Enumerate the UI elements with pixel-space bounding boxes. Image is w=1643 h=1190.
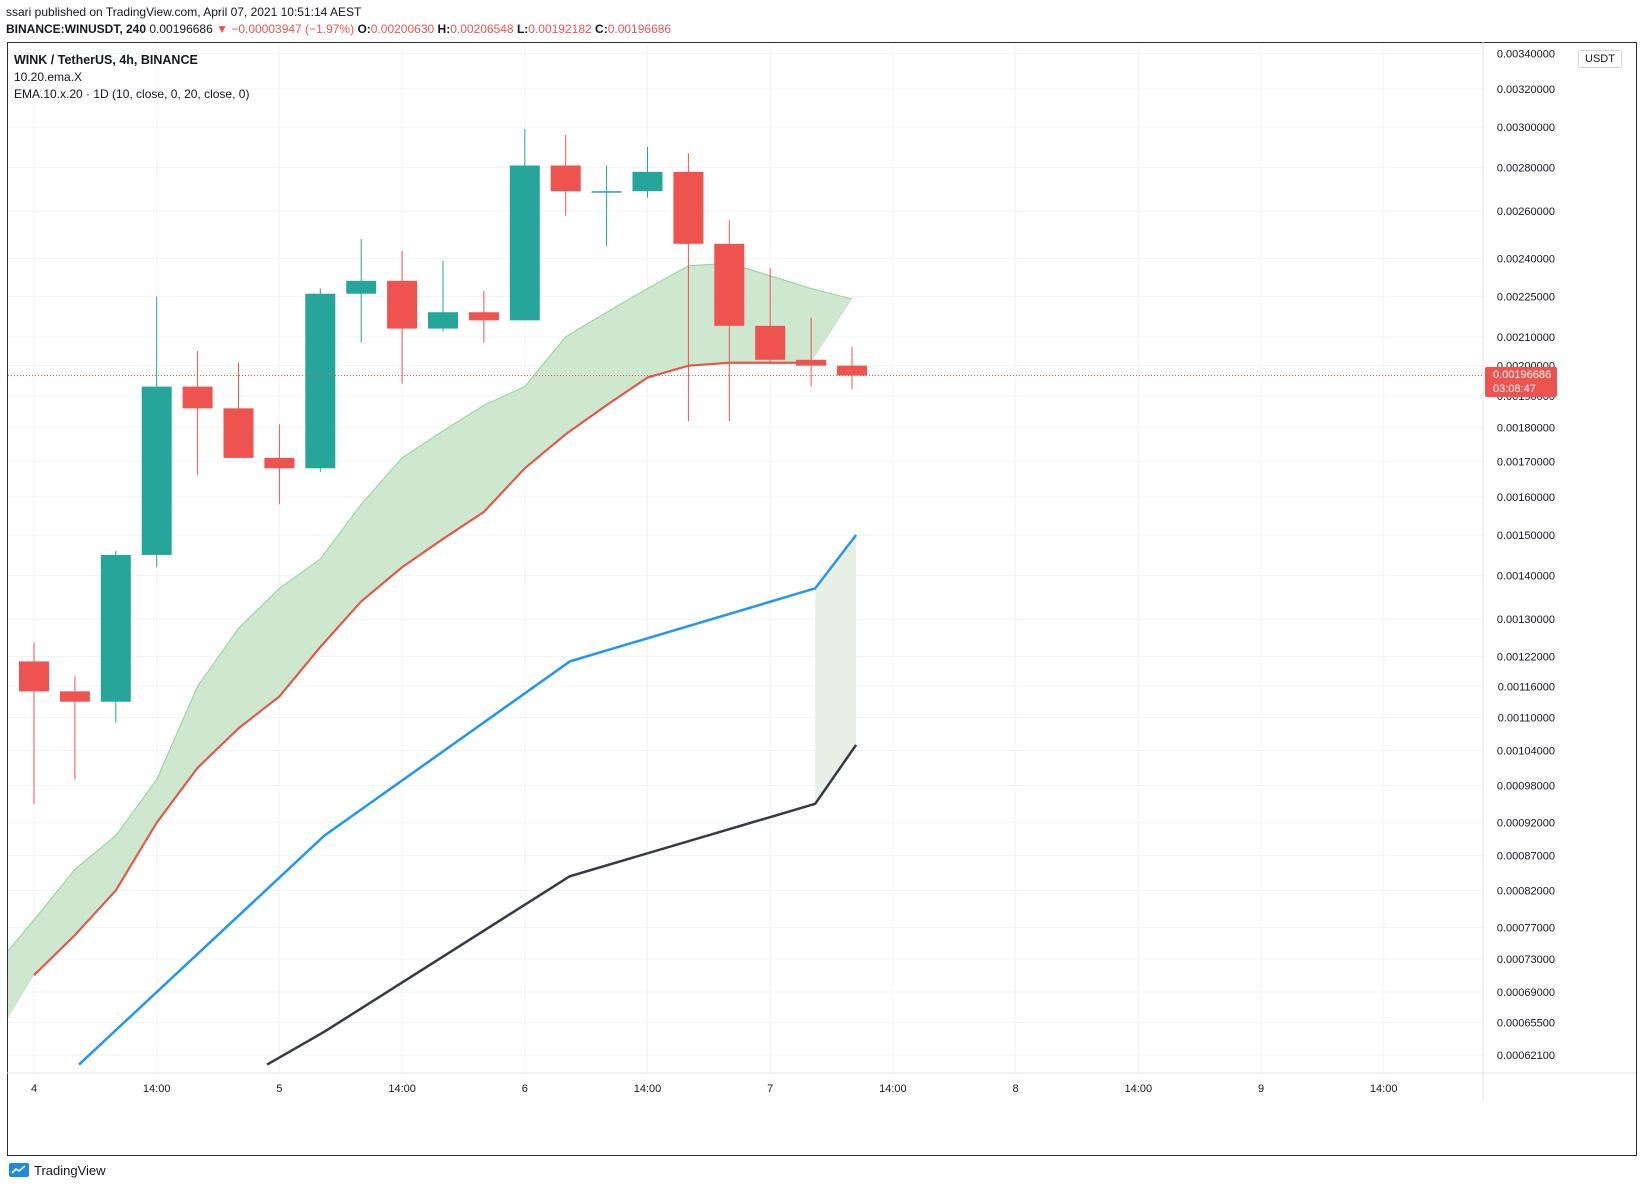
candle-body [468,312,499,321]
high-label: H: [437,22,451,36]
candle-body [100,554,131,702]
candle-body [223,408,254,458]
currency-badge[interactable]: USDT [1578,50,1622,68]
candle-body [264,457,295,469]
candle-body [591,191,622,193]
legend-indicator-2[interactable]: EMA.10.x.20 · 1D (10, close, 0, 20, clos… [14,87,250,101]
price-tick-label: 0.00150000 [1497,530,1555,542]
open-label: O: [357,22,371,36]
daily-ema-10-line [78,534,858,1066]
countdown-value: 03:08:47 [1493,383,1536,396]
low-label: L: [516,22,529,36]
footer-brand[interactable]: TradingView [34,1162,106,1178]
open-value: 0.00200630 [370,22,435,36]
price-tick-label: 0.00240000 [1497,253,1555,265]
price-tick-label: 0.00098000 [1497,781,1555,793]
ema-band-fill [8,263,852,1019]
price-tick-label: 0.00280000 [1497,163,1555,175]
price-tick-label: 0.00077000 [1497,922,1555,934]
price-tick-label: 0.00065500 [1497,1018,1555,1030]
close-label: C: [595,22,608,36]
price-tick-label: 0.00092000 [1497,818,1555,830]
low-value: 0.00192182 [528,22,592,36]
footer: TradingView [8,1162,106,1178]
last-price-tag-value: 0.00196686 [1493,369,1552,382]
price-tick-label: 0.00110000 [1498,713,1555,725]
candle-body [632,171,663,192]
price-tick-label: 0.00130000 [1497,614,1555,626]
candle-body [755,325,786,360]
price-tick-label: 0.00300000 [1497,122,1555,134]
price-tick-label: 0.00170000 [1497,456,1555,468]
price-tick-label: 0.00116000 [1498,681,1555,693]
publish-line: ssari published on TradingView.com, Apri… [6,5,362,19]
ema-band [7,262,853,1019]
legend-title: WINK / TetherUS, 4h, BINANCE [14,53,198,67]
time-tick-label: 6 [522,1083,528,1095]
price-tick-label: 0.00069000 [1497,987,1555,999]
daily-gap-fill [815,534,857,804]
candle-body [428,312,458,329]
time-tick-label: 4 [31,1083,37,1095]
candle-body [550,165,581,192]
candle-body [305,293,336,469]
time-tick-label: 5 [276,1083,282,1095]
candle-body [59,691,90,702]
symbol-label: BINANCE:WINUSDT, 240 [6,22,147,36]
indicator-lines [33,361,858,1066]
time-tick-label: 14:00 [1370,1083,1398,1095]
price-change: ▼ −0.00003947 (−1.97%) [216,22,355,36]
axes: 0.00340000 0.00320000 0.00300000 0.00280000… [7,42,1636,1100]
price-tick-label: 0.00087000 [1497,851,1555,863]
close-value: 0.00196686 [607,22,672,36]
ohlc-line: BINANCE:WINUSDT, 240 0.00196686 ▼ −0.000… [6,21,671,38]
daily-ema-20-line [266,744,858,1066]
price-tick-label: 0.00320000 [1497,84,1555,96]
time-tick-label: 14:00 [1125,1083,1153,1095]
candle-body [714,243,745,326]
time-tick-label: 7 [767,1083,773,1095]
ema-slow-line [7,262,853,952]
price-tick-label: 0.00104000 [1497,746,1555,758]
chart-frame[interactable] [7,42,1637,1156]
time-tick-label: 14:00 [388,1083,416,1095]
price-tick-label: 0.00073000 [1497,954,1555,966]
price-tick-label: 0.00122000 [1497,652,1555,664]
price-tick-label: 0.00225000 [1497,291,1555,303]
last-price: 0.00196686 [149,22,213,36]
last-price-tag: 0.00196686 03:08:47 [1485,367,1558,398]
price-tick-label: 0.00140000 [1497,571,1555,583]
candle-body [837,365,867,376]
price-tick-label: 0.00210000 [1497,332,1555,344]
price-tick-label: 0.00160000 [1497,492,1555,504]
candle-body [182,386,213,409]
legend-indicator-1[interactable]: 10.20.ema.X [14,70,83,84]
candles [19,128,867,804]
candle-body [346,280,377,294]
candle-body [19,661,49,692]
high-value: 0.00206548 [450,22,514,36]
time-tick-label: 8 [1013,1083,1019,1095]
time-tick-label: 14:00 [879,1083,907,1095]
candle-body [673,171,704,244]
price-tick-label: 0.00082000 [1497,885,1555,897]
price-tick-label: 0.00062100 [1497,1050,1555,1062]
time-tick-label: 14:00 [634,1083,662,1095]
ema-fast-line [33,361,812,977]
chart-legend: WINK / TetherUS, 4h, BINANCE 10.20.ema.X… [14,52,249,103]
price-tick-label: 0.00260000 [1497,206,1555,218]
chart-header: ssari published on TradingView.com, Apri… [6,4,671,38]
grid-lines [8,43,1483,1073]
price-tick-label: 0.00340000 [1497,48,1555,60]
candle-body [387,280,418,329]
tradingview-logo-icon[interactable] [8,1162,30,1178]
candle-body [141,386,172,555]
candle-body [796,359,827,366]
time-tick-label: 14:00 [143,1083,171,1095]
price-tick-label: 0.00180000 [1497,423,1555,435]
candle-body [509,165,540,321]
time-tick-label: 9 [1258,1083,1264,1095]
